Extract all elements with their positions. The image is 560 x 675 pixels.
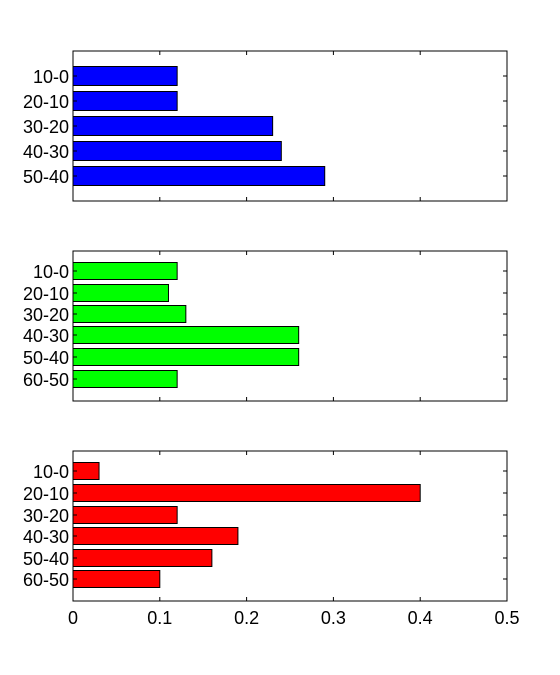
x-tick-label: 0.2 [234, 608, 259, 628]
y-tick-label: 10-0 [33, 67, 69, 87]
bar [72, 549, 213, 567]
y-tick-label: 30-20 [23, 305, 69, 325]
bar [72, 370, 178, 388]
y-tick-label: 40-30 [23, 142, 69, 162]
y-tick-label: 50-40 [23, 167, 69, 187]
y-tick-label: 50-40 [23, 348, 69, 368]
y-tick-label: 40-30 [23, 326, 69, 346]
y-tick-label: 20-10 [23, 284, 69, 304]
bar [72, 284, 169, 302]
y-tick-label: 60-50 [23, 570, 69, 590]
bar [72, 527, 239, 545]
y-tick-label: 10-0 [33, 262, 69, 282]
bar [72, 326, 300, 344]
y-tick-label: 30-20 [23, 506, 69, 526]
bar [72, 141, 282, 161]
y-tick-label: 50-40 [23, 549, 69, 569]
y-tick-label: 60-50 [23, 370, 69, 390]
y-tick-label: 20-10 [23, 92, 69, 112]
bar [72, 66, 178, 86]
bar [72, 348, 300, 366]
x-tick-label: 0.5 [494, 608, 519, 628]
y-tick-label: 10-0 [33, 462, 69, 482]
x-tick-label: 0.1 [147, 608, 172, 628]
chart-panel-top: 10-0 20-10 30-20 40-30 50-40 [23, 50, 508, 202]
y-tick-label: 30-20 [23, 117, 69, 137]
x-tick-label: 0.4 [408, 608, 433, 628]
y-tick-label: 40-30 [23, 527, 69, 547]
x-tick-label: 0 [68, 608, 78, 628]
bar [72, 166, 326, 186]
bar [72, 506, 178, 524]
bar [72, 305, 187, 323]
bar [72, 262, 178, 280]
bar [72, 570, 161, 588]
y-tick-label: 20-10 [23, 484, 69, 504]
bar [72, 484, 421, 502]
bar [72, 91, 178, 111]
bar [72, 116, 274, 136]
x-tick-label: 0.3 [321, 608, 346, 628]
